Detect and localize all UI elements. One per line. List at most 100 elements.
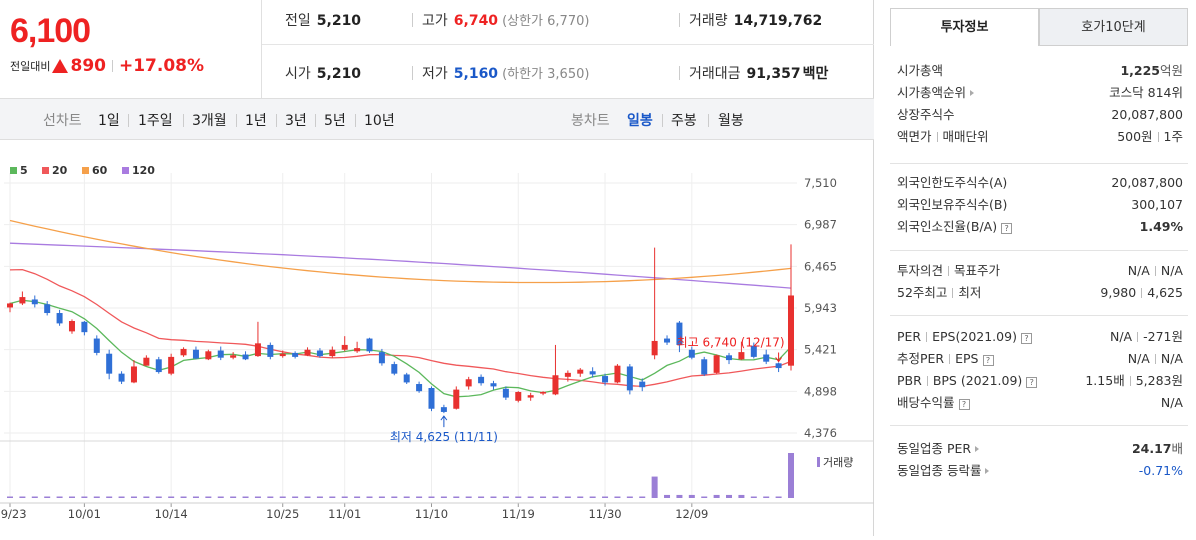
divider [679, 13, 680, 27]
volume-bar [118, 496, 125, 498]
volume-bar [19, 496, 26, 498]
volume-bar [354, 496, 361, 498]
industry-per-unit: 배 [1171, 441, 1183, 456]
industry-per-row: 동일업종 PER 24.17배 [897, 438, 1183, 460]
ma60-line [9, 219, 792, 284]
opinion-row: 투자의견 목표주가 N/A N/A [897, 260, 1183, 282]
period-5y[interactable]: 5년 [324, 113, 346, 129]
volume-bar [403, 496, 410, 498]
volume-label: 거래량 [689, 13, 728, 29]
up-triangle-icon [52, 59, 69, 73]
period-1w[interactable]: 1주일 [138, 113, 173, 129]
divider [1154, 266, 1156, 276]
pbr-text: PBR [897, 373, 922, 388]
candle-body [130, 366, 137, 383]
tab-orderbook[interactable]: 호가10단계 [1039, 8, 1188, 46]
current-price: 6,100 [10, 12, 91, 50]
volume-bar [626, 496, 633, 498]
candle-body [19, 297, 26, 304]
est-per-row: 추정PER EPS? N/A N/A [897, 348, 1183, 370]
x-tick-label: 10/01 [68, 507, 101, 521]
help-icon[interactable]: ? [1001, 223, 1013, 234]
market-cap-label: 시가총액 [897, 63, 944, 78]
candle-body [564, 372, 571, 377]
volume-bar [329, 496, 336, 498]
volume-bar [502, 496, 509, 498]
upper-limit: (상한가 6,770) [502, 14, 590, 29]
period-1d[interactable]: 1일 [98, 113, 120, 129]
divider [1154, 354, 1156, 364]
y-tick-label: 5,943 [804, 301, 837, 315]
volume-bar [577, 496, 584, 498]
change-label: 전일대비 [10, 60, 51, 73]
candle-body [31, 299, 38, 305]
opinion-section: 투자의견 목표주가 N/A N/A 52주최고 최저 9,980 4,625 [897, 260, 1183, 304]
candle-body [267, 344, 274, 357]
candle-body [540, 391, 547, 394]
help-icon[interactable]: ? [982, 355, 994, 366]
help-icon[interactable]: ? [958, 399, 970, 410]
foreign-ratio-text: 외국인소진율(B/A) [897, 219, 998, 234]
candle-body [552, 375, 559, 395]
divider [183, 114, 184, 127]
ma120-line [9, 242, 792, 289]
candle-body [589, 371, 596, 375]
y-tick-label: 4,376 [804, 426, 837, 440]
volume-bar [688, 494, 695, 498]
divider [276, 114, 277, 127]
volume-bar [614, 496, 621, 498]
candle-body [93, 338, 100, 353]
volume-bar [602, 496, 609, 498]
candle-body [180, 348, 187, 356]
period-1y[interactable]: 1년 [245, 113, 267, 129]
volume-bar [391, 496, 398, 498]
volume-bar [31, 496, 38, 498]
industry-rate-label[interactable]: 동일업종 등락률 [897, 460, 990, 482]
candle-body [416, 384, 423, 392]
legend-label: 60 [92, 164, 108, 177]
market-cap-unit: 억원 [1159, 63, 1183, 78]
per-value: N/A -271원 [1110, 326, 1183, 348]
eps-number: -271원 [1143, 329, 1183, 344]
market-rank-label[interactable]: 시가총액순위 [897, 82, 975, 104]
divider [936, 132, 938, 142]
candle-body [726, 355, 733, 361]
week52-value: 9,980 4,625 [1100, 282, 1183, 304]
divider [662, 114, 663, 127]
dividend-row: 배당수익률? N/A [897, 392, 1183, 414]
opinion-text: 투자의견 [897, 263, 944, 278]
arrow-up-icon [440, 415, 448, 428]
candle-body [403, 374, 410, 383]
period-3m[interactable]: 3개월 [192, 113, 227, 129]
help-icon[interactable]: ? [1020, 333, 1032, 344]
period-weekly[interactable]: 주봉 [671, 113, 697, 129]
target-text: 목표주가 [954, 263, 1001, 278]
est-eps-number: N/A [1160, 351, 1183, 366]
candle-body [639, 381, 646, 388]
volume-bar [316, 496, 323, 498]
industry-section: 동일업종 PER 24.17배 동일업종 등락률 -0.71% [897, 438, 1183, 482]
prev-close-value: 5,210 [316, 13, 362, 29]
industry-per-label[interactable]: 동일업종 PER [897, 438, 980, 460]
prev-close: 전일 5,210 [285, 10, 361, 30]
chart-canvas[interactable]: 5 20 60 120 최고 6,740 (12/17) 최저 4,625 (11/11… [0, 141, 874, 536]
opinion-value: N/A N/A [1128, 260, 1183, 282]
divider [111, 60, 113, 72]
stock-chart[interactable]: 5 20 60 120 최고 6,740 (12/17) 최저 4,625 (11/11… [0, 141, 874, 536]
help-icon[interactable]: ? [1026, 377, 1038, 388]
legend-label: 5 [20, 164, 28, 177]
opinion-label: 투자의견 목표주가 [897, 260, 1000, 282]
change-rate: +17.08% [118, 56, 205, 76]
tab-invest-info[interactable]: 투자정보 [890, 8, 1039, 46]
candle-body [316, 350, 323, 357]
volume-bar [130, 496, 137, 498]
listed-shares-label: 상장주식수 [897, 107, 955, 122]
est-per-text: 추정PER [897, 351, 945, 366]
period-3y[interactable]: 3년 [285, 113, 307, 129]
period-daily[interactable]: 일봉 [627, 113, 653, 129]
volume-bar [465, 496, 472, 498]
foreign-section: 외국인한도주식수(A) 20,087,800 외국인보유주식수(B) 300,1… [897, 172, 1183, 238]
period-monthly[interactable]: 월봉 [718, 113, 744, 129]
period-10y[interactable]: 10년 [364, 113, 395, 129]
industry-per-number: 24.17 [1131, 441, 1172, 456]
